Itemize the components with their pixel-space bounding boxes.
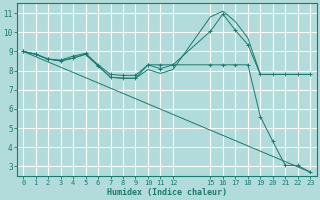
X-axis label: Humidex (Indice chaleur): Humidex (Indice chaleur) — [107, 188, 227, 197]
